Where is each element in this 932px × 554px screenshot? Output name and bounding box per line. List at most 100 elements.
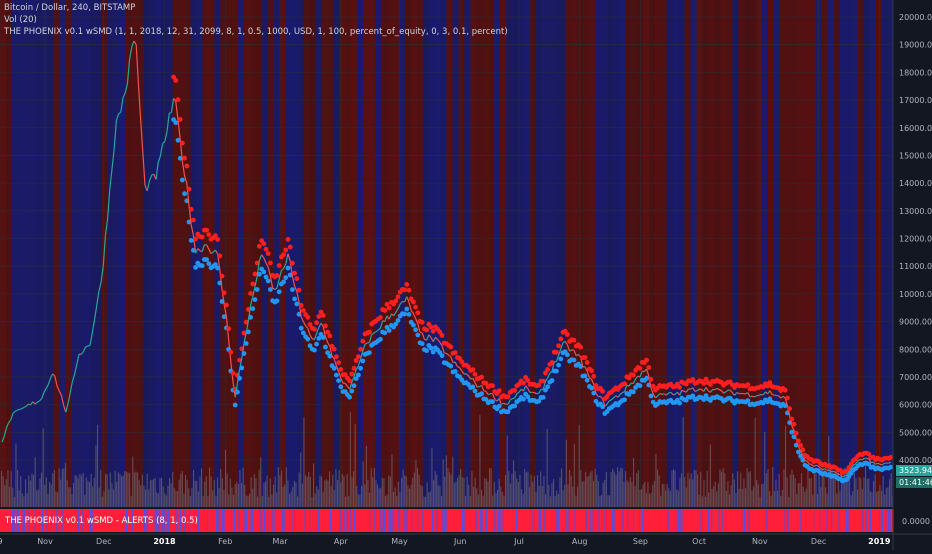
volume-bar xyxy=(190,496,191,507)
lower-marker xyxy=(180,178,185,183)
volume-bar xyxy=(407,485,408,507)
volume-bar xyxy=(422,486,423,507)
signal-band xyxy=(708,0,714,507)
upper-marker xyxy=(783,388,788,393)
volume-bar xyxy=(299,472,300,507)
volume-bar xyxy=(411,485,412,507)
alerts-bar xyxy=(788,509,789,532)
price-segment xyxy=(169,113,171,114)
alerts-bar xyxy=(668,509,669,532)
alerts-bar xyxy=(569,509,570,532)
volume-bar xyxy=(97,425,98,507)
alerts-bar xyxy=(284,509,285,532)
volume-bar xyxy=(204,482,205,507)
volume-bar xyxy=(142,475,143,508)
volume-bar xyxy=(71,494,72,507)
volume-bar xyxy=(841,484,842,507)
volume-bar xyxy=(164,493,165,507)
upper-marker xyxy=(404,282,409,287)
alerts-bar xyxy=(719,509,720,532)
volume-bar xyxy=(627,481,628,508)
volume-bar xyxy=(289,494,290,507)
volume-bar xyxy=(148,489,149,507)
volume-bar xyxy=(515,471,516,507)
volume-bar xyxy=(145,490,146,507)
lower-marker xyxy=(589,386,594,391)
signal-band xyxy=(756,0,762,507)
volume-bar xyxy=(873,481,874,507)
lower-marker xyxy=(189,238,194,243)
symbol-title[interactable]: Bitcoin / Dollar, 240, BITSTAMP xyxy=(4,3,135,14)
signal-band xyxy=(452,0,458,507)
volume-bar xyxy=(435,471,436,507)
lower-marker xyxy=(407,312,412,317)
volume-bar xyxy=(327,481,328,508)
signal-band xyxy=(506,0,512,507)
signal-band xyxy=(839,0,845,507)
alerts-bar xyxy=(443,509,444,532)
volume-bar xyxy=(99,488,100,508)
upper-marker xyxy=(402,287,407,292)
volume-bar xyxy=(828,436,829,507)
volume-bar xyxy=(326,479,327,507)
lower-marker xyxy=(323,345,328,350)
signal-band xyxy=(381,0,387,507)
volume-bar xyxy=(419,475,420,507)
volume-bar xyxy=(631,482,632,507)
bar-countdown-badge: 01:41:46 xyxy=(896,477,932,488)
alerts-bar xyxy=(498,509,499,532)
volume-bar xyxy=(150,480,151,507)
signal-band xyxy=(155,0,161,507)
volume-bar xyxy=(295,483,296,507)
y-tick-label: 8000.00 xyxy=(899,345,932,354)
alerts-bar xyxy=(389,509,390,532)
volume-bar xyxy=(27,493,28,507)
upper-marker xyxy=(785,396,790,401)
upper-marker xyxy=(286,237,291,242)
alerts-bar xyxy=(407,509,408,532)
volume-bar xyxy=(95,445,96,507)
volume-bar xyxy=(521,489,522,507)
signal-band xyxy=(363,0,369,507)
volume-bar xyxy=(809,479,810,508)
volume-bar xyxy=(110,473,111,507)
price-segment xyxy=(695,391,697,392)
alerts-indicator-label[interactable]: THE PHOENIX v0.1 wSMD - ALERTS (8, 1, 0.… xyxy=(5,516,198,526)
volume-bar xyxy=(430,491,431,507)
price-segment xyxy=(845,475,847,476)
lower-marker xyxy=(266,279,271,284)
volume-bar xyxy=(361,486,362,507)
alerts-bar xyxy=(252,509,253,532)
volume-bar xyxy=(235,484,236,507)
volume-legend[interactable]: Vol (20) xyxy=(4,15,37,26)
lower-marker xyxy=(448,364,453,369)
volume-bar xyxy=(595,469,596,507)
price-segment xyxy=(831,471,833,472)
volume-bar xyxy=(643,484,644,507)
volume-bar xyxy=(19,491,20,507)
signal-band xyxy=(625,0,631,507)
signal-band xyxy=(89,0,95,507)
volume-bar xyxy=(747,468,748,507)
upper-marker xyxy=(290,261,295,266)
lower-marker xyxy=(440,353,445,358)
signal-band xyxy=(655,0,661,507)
upper-marker xyxy=(275,273,280,278)
volume-bar xyxy=(769,491,770,507)
volume-bar xyxy=(526,472,527,507)
volume-bar xyxy=(351,477,352,507)
volume-bar xyxy=(273,485,274,507)
volume-bar xyxy=(123,476,124,507)
volume-bar xyxy=(254,474,255,507)
signal-band xyxy=(548,0,554,507)
alerts-bar xyxy=(575,509,576,532)
volume-bar xyxy=(505,475,506,507)
volume-bar xyxy=(377,484,378,507)
indicator-legend[interactable]: THE PHOENIX v0.1 wSMD (1, 1, 2018, 12, 3… xyxy=(4,27,508,38)
upper-marker xyxy=(332,347,337,352)
volume-bar xyxy=(803,487,804,507)
volume-bar xyxy=(687,473,688,507)
signal-band xyxy=(702,0,708,507)
